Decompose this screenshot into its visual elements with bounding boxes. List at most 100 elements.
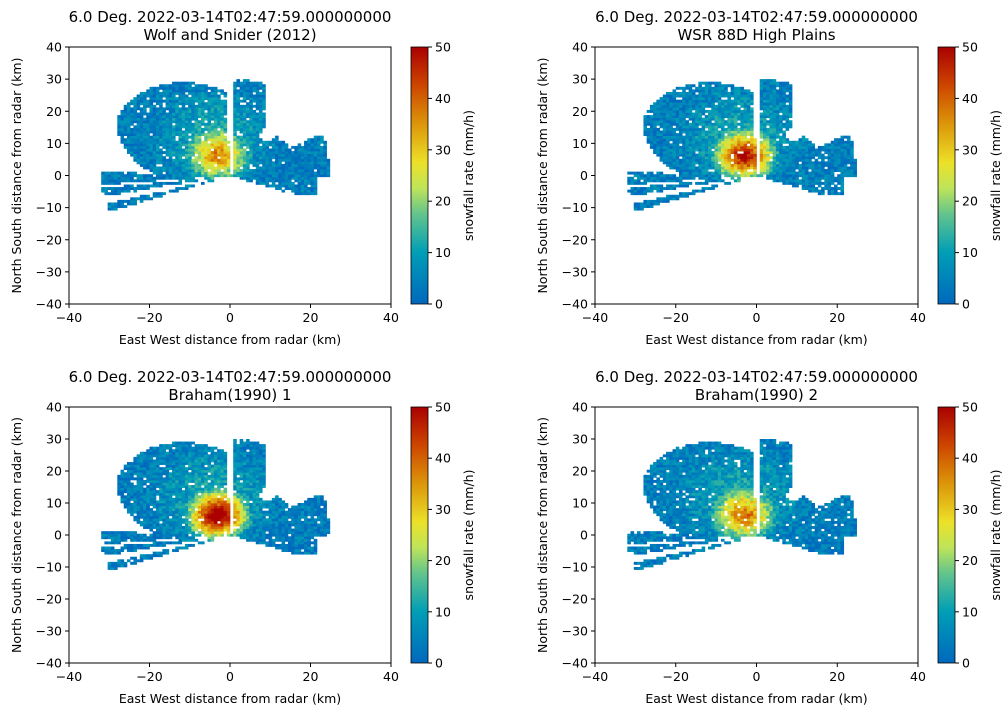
heatmap-cell — [785, 99, 790, 103]
heatmap-cell — [307, 510, 311, 514]
heatmap-cell — [281, 176, 286, 180]
heatmap-cell — [850, 166, 854, 170]
heatmap-cell — [126, 171, 131, 175]
heatmap-cell — [172, 176, 176, 180]
heatmap-cell — [213, 533, 218, 537]
heatmap-cell — [727, 143, 732, 147]
heatmap-cell — [640, 189, 644, 193]
heatmap-cell — [239, 109, 244, 113]
heatmap-cell — [627, 171, 631, 175]
heatmap-cell — [662, 109, 667, 113]
heatmap-cell — [136, 179, 141, 183]
heatmap-cell — [242, 97, 247, 101]
heatmap-cell — [271, 531, 276, 535]
heatmap-cell — [133, 549, 137, 552]
heatmap-cell — [207, 163, 212, 167]
heatmap-cell — [271, 513, 276, 517]
heatmap-cell — [834, 158, 838, 162]
y-axis-label: North South distance from radar (km) — [9, 58, 24, 294]
heatmap-cell — [746, 138, 751, 142]
heatmap-cell — [711, 94, 715, 98]
heatmap-cell — [830, 179, 835, 183]
heatmap-cell — [704, 133, 709, 137]
heatmap-cell — [114, 538, 118, 542]
heatmap-cell — [149, 166, 154, 170]
heatmap-cell — [152, 510, 157, 514]
heatmap-cell — [223, 120, 228, 124]
heatmap-cell — [265, 156, 269, 160]
heatmap-cell — [708, 104, 712, 108]
heatmap-cell — [242, 112, 247, 116]
heatmap-cell — [217, 89, 221, 93]
heatmap-cell — [184, 536, 189, 540]
heatmap-cell — [146, 503, 150, 506]
heatmap-cell — [265, 513, 269, 517]
heatmap-cell — [316, 148, 321, 152]
heatmap-cell — [175, 122, 179, 126]
heatmap-cell — [239, 130, 244, 134]
heatmap-cell — [759, 145, 764, 149]
heatmap-cell — [284, 523, 289, 527]
heatmap-cell — [730, 120, 735, 124]
heatmap-cell — [258, 513, 263, 517]
heatmap-cell — [653, 120, 657, 124]
heatmap-cell — [792, 174, 796, 178]
heatmap-cell — [201, 505, 205, 509]
heatmap-cell — [133, 171, 137, 175]
heatmap-cell — [701, 107, 706, 111]
heatmap-cell — [210, 176, 215, 180]
heatmap-cell — [258, 86, 263, 90]
heatmap-cell — [133, 143, 137, 147]
heatmap-cell — [769, 174, 773, 178]
heatmap-cell — [162, 117, 166, 121]
heatmap-cell — [669, 166, 673, 170]
heatmap-cell — [850, 143, 854, 147]
heatmap-cell — [181, 510, 186, 514]
heatmap-cell — [701, 112, 706, 116]
heatmap-cell — [136, 510, 141, 514]
heatmap-cell — [114, 179, 118, 183]
heatmap-cell — [297, 171, 302, 175]
heatmap-cell — [207, 156, 212, 160]
heatmap-cell — [172, 166, 176, 170]
heatmap-cell — [659, 112, 664, 116]
heatmap-cell — [666, 109, 670, 113]
heatmap-cell — [278, 163, 282, 167]
heatmap-cell — [759, 97, 764, 101]
heatmap-cell — [197, 140, 202, 144]
heatmap-cell — [230, 533, 234, 537]
heatmap-cell — [101, 171, 105, 175]
heatmap-cell — [698, 115, 702, 119]
heatmap-cell — [178, 140, 183, 144]
heatmap-cell — [146, 179, 150, 183]
heatmap-cell — [762, 135, 767, 139]
heatmap-cell — [104, 179, 108, 183]
heatmap-cell — [268, 169, 273, 172]
heatmap-cell — [155, 503, 160, 506]
heatmap-cell — [162, 518, 166, 522]
heatmap-cell — [233, 130, 237, 134]
heatmap-cell — [162, 181, 166, 185]
heatmap-cell — [152, 554, 157, 558]
heatmap-cell — [843, 163, 848, 167]
heatmap-cell — [220, 505, 224, 509]
heatmap-cell — [769, 161, 773, 165]
heatmap-cell — [197, 166, 202, 170]
heatmap-cell — [711, 130, 715, 134]
heatmap-cell — [653, 176, 657, 180]
heatmap-cell — [307, 174, 311, 178]
heatmap-cell — [130, 171, 134, 175]
heatmap-cell — [107, 541, 112, 545]
heatmap-cell — [188, 120, 192, 124]
heatmap-cell — [104, 181, 108, 185]
heatmap-cell — [207, 104, 212, 108]
heatmap-cell — [201, 513, 205, 517]
heatmap-cell — [714, 135, 719, 139]
heatmap-cell — [188, 84, 192, 88]
heatmap-cell — [268, 533, 273, 537]
heatmap-cell — [714, 107, 719, 111]
heatmap-cell — [242, 94, 247, 98]
heatmap-cell — [207, 505, 212, 509]
heatmap-cell — [294, 163, 298, 167]
heatmap-cell — [653, 104, 657, 108]
